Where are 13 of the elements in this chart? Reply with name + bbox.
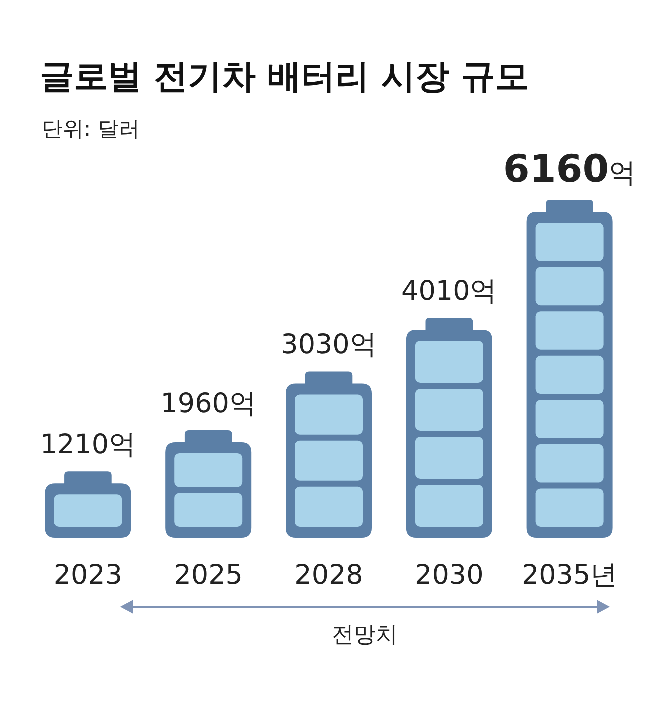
data-label: 3030억 [281,330,377,361]
x-tick-label: 2025 [174,560,243,591]
x-tick-label: 2028 [294,560,364,591]
data-label: 1960억 [160,388,256,420]
data-label: 6160억 [503,147,636,191]
x-tick-label: 2035년 [522,560,618,591]
text: 전망치 [332,623,398,648]
data-label: 1210억 [40,430,136,461]
x-tick-label: 2023 [54,560,123,591]
data-label: 4010억 [402,276,498,307]
chart-subtitle: 단위: 달러 [42,117,140,141]
chart-title: 글로벌 전기차 배터리 시장 규모 [40,57,530,97]
x-tick-label: 2030 [415,560,484,591]
